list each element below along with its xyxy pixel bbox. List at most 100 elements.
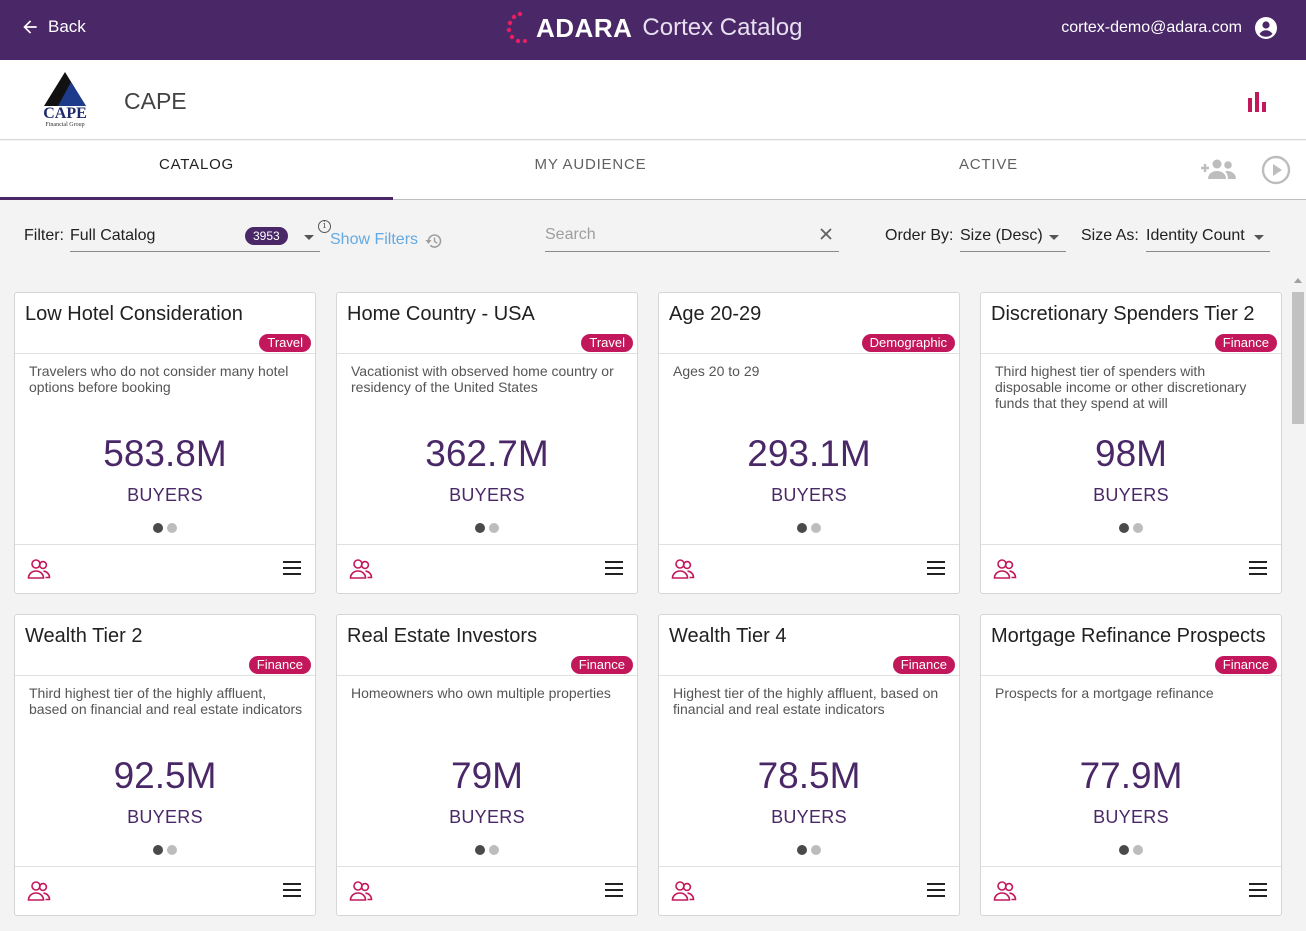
size-unit: BUYERS: [127, 807, 203, 827]
pager-dot[interactable]: [167, 523, 177, 533]
divider: [981, 675, 1281, 676]
pager-dot[interactable]: [167, 845, 177, 855]
pager-dot[interactable]: [1133, 523, 1143, 533]
menu-icon[interactable]: [1249, 561, 1267, 575]
people-outline-icon[interactable]: [27, 880, 51, 902]
show-filters-link[interactable]: Show Filters: [330, 231, 419, 248]
order-by-value: Size (Desc): [960, 227, 1043, 244]
back-label: Back: [48, 17, 86, 36]
divider: [659, 544, 959, 545]
people-outline-icon[interactable]: [349, 558, 373, 580]
pager-dot-active[interactable]: [153, 845, 163, 855]
size-unit: BUYERS: [771, 807, 847, 827]
divider: [15, 544, 315, 545]
scrollbar-thumb[interactable]: [1292, 292, 1304, 424]
tab-active[interactable]: ACTIVE: [959, 156, 1018, 173]
audience-size: 362.7M: [425, 433, 549, 474]
menu-icon[interactable]: [927, 561, 945, 575]
divider: [337, 353, 637, 354]
category-tag: Finance: [892, 656, 955, 674]
scroll-up-arrow-icon[interactable]: [1294, 278, 1302, 283]
menu-icon[interactable]: [605, 561, 623, 575]
search-field[interactable]: [545, 221, 839, 252]
organization-header: CAPE Financial Group CAPE: [0, 60, 1306, 140]
product-name: Cortex Catalog: [642, 14, 803, 41]
card-pager: [337, 523, 637, 533]
segment-card[interactable]: Mortgage Refinance Prospects Finance Pro…: [980, 614, 1282, 916]
tab-my-audience[interactable]: MY AUDIENCE: [534, 156, 647, 173]
pager-dot[interactable]: [489, 523, 499, 533]
divider: [659, 675, 959, 676]
category-tag: Travel: [581, 334, 633, 352]
menu-icon[interactable]: [927, 883, 945, 897]
pager-dot-active[interactable]: [475, 523, 485, 533]
people-outline-icon[interactable]: [993, 558, 1017, 580]
pager-dot-active[interactable]: [797, 845, 807, 855]
pager-dot[interactable]: [811, 523, 821, 533]
pager-dot[interactable]: [1133, 845, 1143, 855]
divider: [981, 353, 1281, 354]
segment-card[interactable]: Home Country - USA Travel Vacationist wi…: [336, 292, 638, 594]
close-icon[interactable]: [819, 227, 833, 241]
bar-chart-icon[interactable]: [1246, 90, 1268, 112]
chevron-down-icon: [304, 235, 314, 240]
catalog-count-badge: 3953: [245, 227, 288, 245]
restore-icon[interactable]: [424, 231, 444, 251]
segment-card[interactable]: Real Estate Investors Finance Homeowners…: [336, 614, 638, 916]
arrow-left-icon: [23, 20, 37, 34]
tab-catalog[interactable]: CATALOG: [0, 141, 393, 200]
play-circle-icon[interactable]: [1261, 155, 1291, 185]
menu-icon[interactable]: [605, 883, 623, 897]
pager-dot-active[interactable]: [1119, 845, 1129, 855]
people-outline-icon[interactable]: [27, 558, 51, 580]
audience-size: 583.8M: [103, 433, 227, 474]
card-pager: [981, 523, 1281, 533]
divider: [15, 675, 315, 676]
audience-size: 77.9M: [1079, 755, 1183, 796]
menu-icon[interactable]: [283, 561, 301, 575]
divider: [659, 866, 959, 867]
filter-select[interactable]: Full Catalog 3953: [70, 222, 320, 252]
user-menu[interactable]: cortex-demo@adara.com: [1061, 16, 1278, 40]
segment-card[interactable]: Wealth Tier 2 Finance Third highest tier…: [14, 614, 316, 916]
divider: [337, 866, 637, 867]
pager-dot-active[interactable]: [153, 523, 163, 533]
pager-dot-active[interactable]: [797, 523, 807, 533]
people-outline-icon[interactable]: [671, 880, 695, 902]
vertical-scrollbar[interactable]: [1291, 272, 1306, 931]
menu-icon[interactable]: [1249, 883, 1267, 897]
card-pager: [659, 523, 959, 533]
pager-dot-active[interactable]: [475, 845, 485, 855]
size-as-label: Size As:: [1081, 227, 1139, 244]
segment-card[interactable]: Wealth Tier 4 Finance Highest tier of th…: [658, 614, 960, 916]
filter-value: Full Catalog: [70, 227, 156, 244]
segment-card[interactable]: Discretionary Spenders Tier 2 Finance Th…: [980, 292, 1282, 594]
info-icon[interactable]: i: [318, 220, 331, 233]
segment-card[interactable]: Age 20-29 Demographic Ages 20 to 29 293.…: [658, 292, 960, 594]
people-outline-icon[interactable]: [671, 558, 695, 580]
size-as-select[interactable]: Identity Count: [1146, 222, 1270, 252]
pager-dot[interactable]: [489, 845, 499, 855]
card-description: Prospects for a mortgage refinance: [995, 685, 1214, 701]
search-input[interactable]: [545, 221, 805, 249]
add-group-icon[interactable]: [1199, 157, 1237, 181]
menu-icon[interactable]: [283, 883, 301, 897]
divider: [981, 544, 1281, 545]
size-unit: BUYERS: [1093, 485, 1169, 505]
top-app-bar: Back ADARA Cortex Catalog cortex-demo@ad…: [0, 0, 1306, 60]
back-button[interactable]: Back: [20, 17, 86, 37]
audience-size: 98M: [1095, 433, 1167, 474]
card-title: Low Hotel Consideration: [25, 303, 243, 325]
card-pager: [981, 845, 1281, 855]
pager-dot-active[interactable]: [1119, 523, 1129, 533]
card-title: Home Country - USA: [347, 303, 535, 325]
people-outline-icon[interactable]: [993, 880, 1017, 902]
order-by-select[interactable]: Size (Desc): [960, 222, 1066, 252]
card-title: Wealth Tier 2: [25, 625, 143, 647]
filter-label: Filter:: [24, 227, 64, 244]
people-outline-icon[interactable]: [349, 880, 373, 902]
segment-card[interactable]: Low Hotel Consideration Travel Travelers…: [14, 292, 316, 594]
divider: [337, 544, 637, 545]
card-title: Discretionary Spenders Tier 2: [991, 303, 1255, 325]
pager-dot[interactable]: [811, 845, 821, 855]
